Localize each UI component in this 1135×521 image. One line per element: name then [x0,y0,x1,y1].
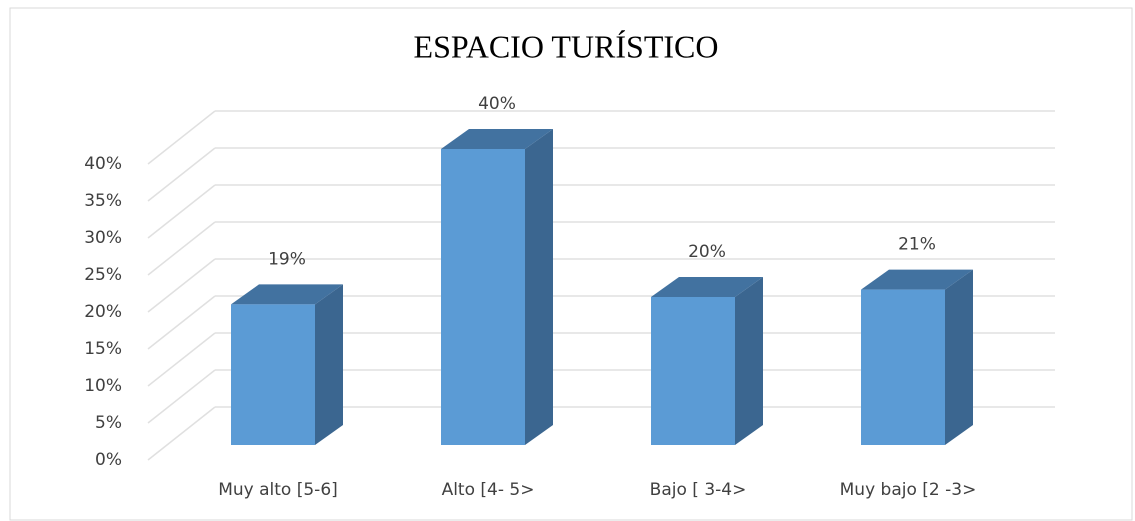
chart-title: ESPACIO TURÍSTICO [414,28,719,64]
y-tick-label: 15% [84,339,122,359]
bar-top [861,269,973,290]
bar [441,149,525,445]
bar-side [735,277,763,445]
grid-diagonal [147,258,216,313]
data-label: 20% [688,242,726,262]
grid-diagonal [147,184,216,239]
grid-diagonal [147,221,216,276]
x-tick-label: Muy alto [5-6] [218,480,338,500]
data-label: 40% [478,94,516,114]
y-tick-label: 20% [84,302,122,322]
y-tick-label: 0% [95,450,122,470]
grid-diagonal [147,110,216,165]
grid-diagonal [147,406,216,461]
y-tick-label: 40% [84,154,122,174]
y-tick-label: 30% [84,228,122,248]
y-tick-label: 10% [84,376,122,396]
bar [861,289,945,445]
bar-side [945,269,973,445]
bar-top [441,129,553,149]
grid-diagonal [147,295,216,350]
x-tick-label: Alto [4- 5> [442,480,535,500]
data-label: 21% [898,235,936,255]
x-tick-label: Bajo [ 3-4> [650,480,747,500]
bar-top [651,277,763,297]
bar-top [231,284,343,305]
y-tick-label: 5% [95,413,122,433]
grid-diagonal [147,147,216,202]
y-tick-label: 25% [84,265,122,285]
y-tick-label: 35% [84,191,122,211]
data-label: 19% [268,249,306,269]
bar-side [525,129,553,445]
grid-diagonal [147,369,216,424]
bar [651,297,735,445]
x-tick-label: Muy bajo [2 -3> [840,480,977,500]
chart-border [9,7,1133,521]
bar [231,304,315,445]
bar-side [315,284,343,445]
grid-diagonal [147,332,216,387]
